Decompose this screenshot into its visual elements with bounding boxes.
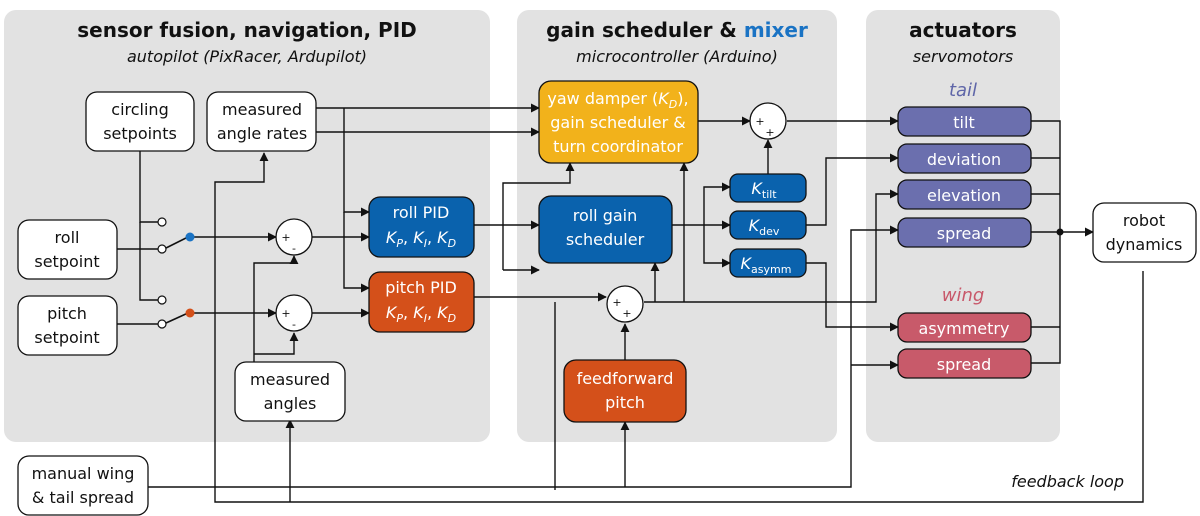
manual-spread-block: manual wing & tail spread [17,455,149,516]
svg-text:circling: circling [111,100,168,119]
svg-text:Kasymm: Kasymm [741,254,792,276]
svg-text:manual wing: manual wing [32,464,135,483]
svg-text:+: + [765,126,774,139]
svg-text:spread: spread [937,355,992,374]
robot-dynamics-block: robot dynamics [1092,202,1197,263]
tilt-sum: + + [749,102,787,140]
svg-text:measured: measured [222,100,302,119]
wing-spread-block: spread [897,348,1032,379]
wing-label: wing [942,285,985,306]
svg-text:-: - [292,318,296,331]
roll-pid-block: roll PID KP, KI, KD [368,196,475,258]
svg-text:+: + [622,307,631,320]
svg-text:spread: spread [937,224,992,243]
roll-gain-scheduler-block: roll gain scheduler [538,195,673,264]
roll-error-sum: + - [275,218,313,256]
svg-text:+: + [612,296,621,309]
svg-text:deviation: deviation [927,150,1001,169]
svg-text:yaw damper (KD),: yaw damper (KD), [547,89,688,111]
svg-text:angle rates: angle rates [217,124,307,143]
svg-text:KP, KI, KD: KP, KI, KD [386,303,456,325]
svg-text:tilt: tilt [953,113,974,132]
tail-tilt-block: tilt [897,106,1032,137]
microcontroller-subtitle: microcontroller (Arduino) [576,47,778,66]
tail-spread-block: spread [897,217,1032,248]
roll-setpoint-block: roll setpoint [17,219,118,280]
svg-text:setpoint: setpoint [34,252,99,271]
autopilot-title: sensor fusion, navigation, PID [77,18,417,42]
svg-text:+: + [281,231,290,244]
tail-deviation-block: deviation [897,143,1032,174]
measured-angles-block: measured angles [234,361,346,422]
feedback-loop-label: feedback loop [1011,472,1124,491]
svg-text:roll PID: roll PID [393,203,450,222]
yaw-damper-block: yaw damper (KD), gain scheduler & turn c… [538,80,699,164]
circling-setpoints-block: circling setpoints [85,91,195,152]
k-dev-block: Kdev [729,210,807,240]
microcontroller-title: gain scheduler & mixer [546,18,808,42]
svg-text:scheduler: scheduler [566,230,645,249]
svg-text:Kdev: Kdev [749,216,780,238]
svg-text:pitch: pitch [605,393,645,412]
svg-text:KP, KI, KD: KP, KI, KD [386,228,456,250]
svg-text:dynamics: dynamics [1106,235,1183,254]
svg-text:robot: robot [1123,211,1165,230]
k-asymm-block: Kasymm [729,248,807,278]
actuators-subtitle: servomotors [913,47,1013,66]
pitch-switch [157,295,195,329]
measured-angle-rates-block: measured angle rates [206,91,317,152]
junction-dot [1056,228,1064,236]
mixer-word: mixer [744,18,808,42]
svg-text:feedforward: feedforward [577,369,674,388]
signal-wires [117,103,1144,503]
svg-text:turn coordinator: turn coordinator [553,137,683,156]
pitch-error-sum: + - [275,294,313,332]
tail-elevation-block: elevation [897,179,1032,210]
svg-text:pitch PID: pitch PID [385,278,457,297]
tail-label: tail [949,80,977,101]
pitch-setpoint-block: pitch setpoint [17,295,118,356]
svg-text:gain scheduler &: gain scheduler & [550,113,685,132]
k-tilt-block: Ktilt [729,173,807,203]
svg-text:+: + [281,307,290,320]
roll-switch [157,217,195,254]
svg-text:& tail spread: & tail spread [32,488,134,507]
svg-text:asymmetry: asymmetry [919,319,1010,338]
pitch-pid-block: pitch PID KP, KI, KD [368,271,475,333]
svg-text:setpoint: setpoint [34,328,99,347]
svg-text:roll: roll [55,228,80,247]
svg-text:setpoints: setpoints [103,124,177,143]
autopilot-subtitle: autopilot (PixRacer, Ardupilot) [127,47,367,66]
svg-text:measured: measured [250,370,330,389]
svg-text:pitch: pitch [47,304,87,323]
svg-text:elevation: elevation [927,186,1001,205]
actuators-title: actuators [909,18,1017,42]
svg-text:Ktilt: Ktilt [751,179,777,201]
svg-text:-: - [292,242,296,255]
svg-text:roll gain: roll gain [573,206,638,225]
svg-text:+: + [755,115,764,128]
wing-asymmetry-block: asymmetry [897,312,1032,343]
pitch-feedforward-sum: + + [606,285,644,323]
svg-text:angles: angles [264,394,317,413]
feedforward-pitch-block: feedforward pitch [563,359,687,423]
